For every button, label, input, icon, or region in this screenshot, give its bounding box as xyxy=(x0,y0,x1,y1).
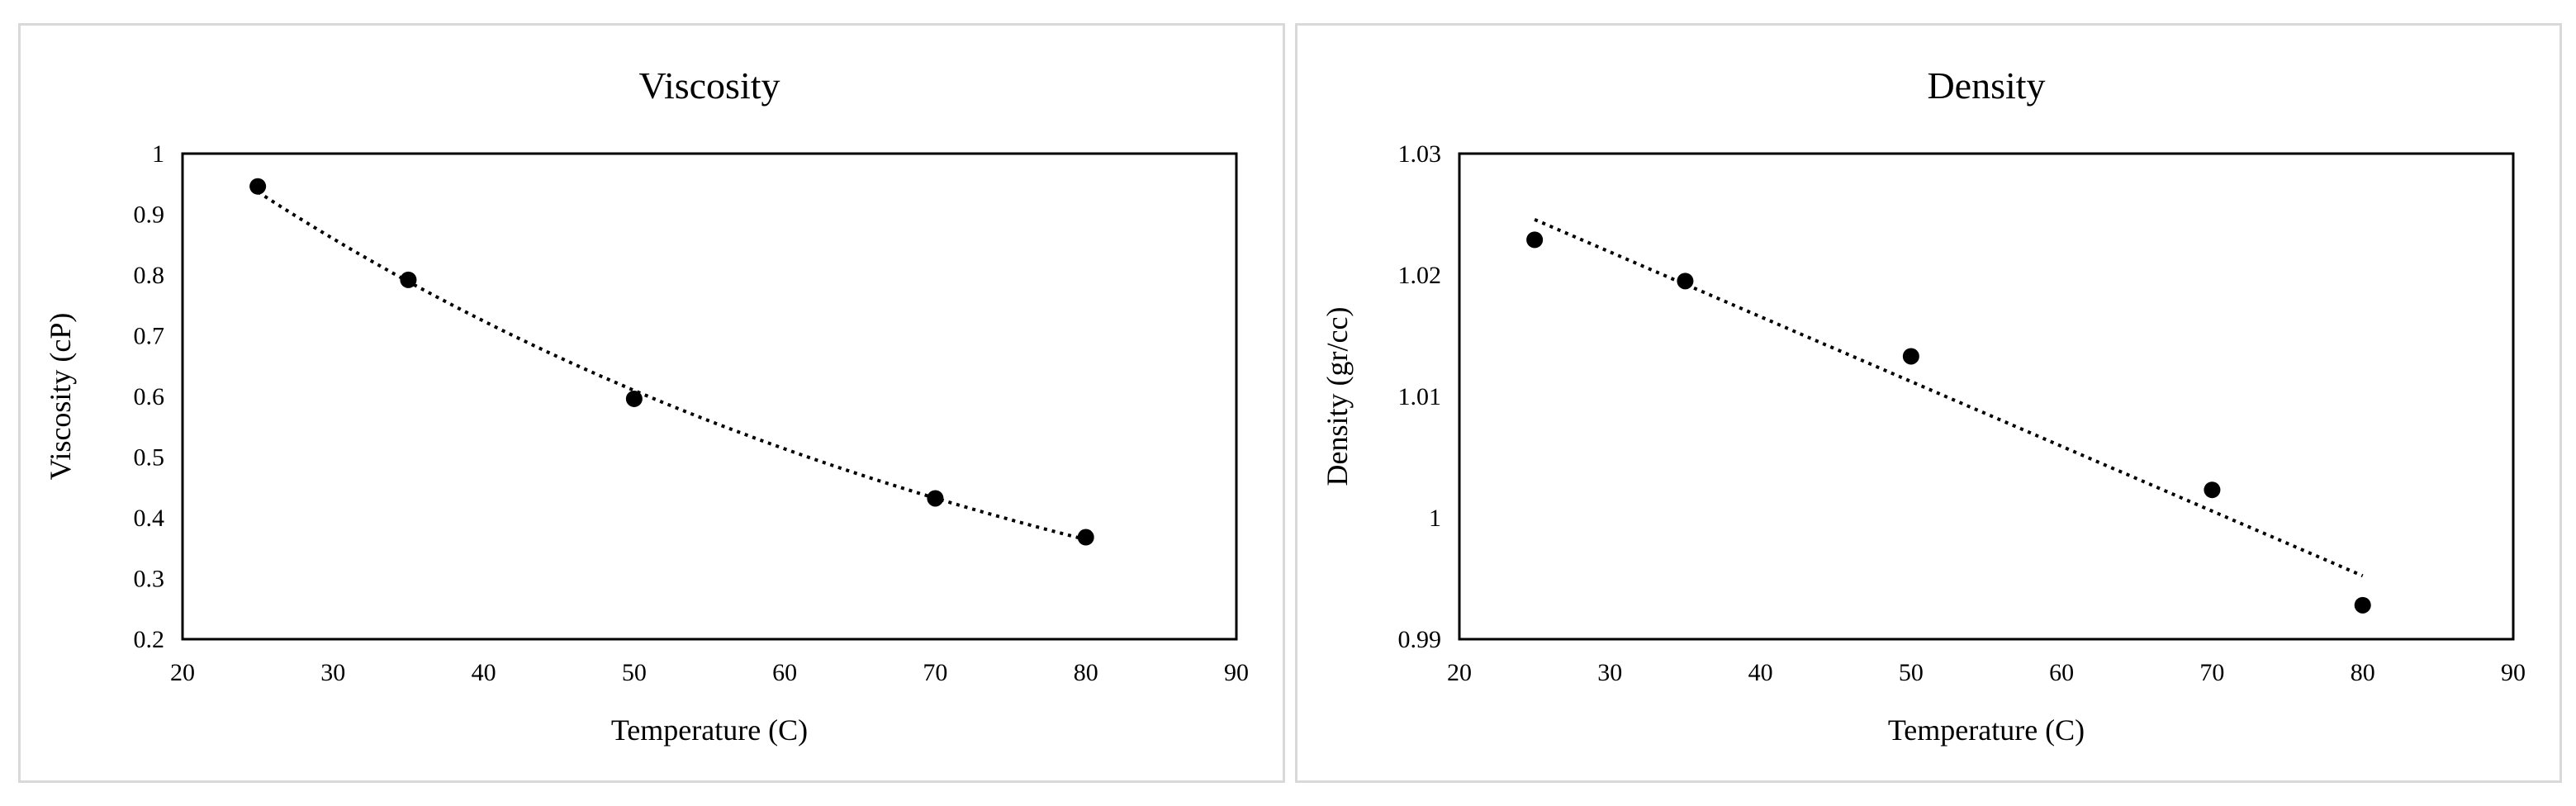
chart-0-x-tick-label: 50 xyxy=(622,659,647,686)
chart-0-x-tick-label: 60 xyxy=(772,659,797,686)
chart-0-y-tick-label: 1 xyxy=(152,140,164,168)
chart-1-data-point xyxy=(2354,596,2371,614)
chart-0-y-tick-label: 0.8 xyxy=(134,262,165,289)
chart-0-trendline xyxy=(257,190,1087,542)
chart-0-data-point xyxy=(1077,529,1094,546)
density-chart: Density 20 30 40 50 60 70 80 90 0.99 1 1.01 1.02 1.03… xyxy=(1321,64,2526,747)
chart-0-y-tick-label: 0.3 xyxy=(134,566,165,593)
chart-0-y-tick-label: 0.4 xyxy=(134,505,165,532)
chart-0-x-tick-label: 20 xyxy=(170,659,195,686)
chart-0-data-point xyxy=(625,390,643,407)
chart-1-y-tick-label: 1.02 xyxy=(1398,262,1442,289)
chart-1-trendline xyxy=(1534,218,2364,578)
chart-1-x-tick-label: 70 xyxy=(2199,659,2224,686)
chart-1-plot-area xyxy=(1458,152,2515,641)
chart-0-y-tick-label: 0.2 xyxy=(134,626,165,653)
chart-0-title: Viscosity xyxy=(638,64,780,107)
chart-1-x-tick-label: 30 xyxy=(1597,659,1622,686)
chart-0-y-tick-label: 0.9 xyxy=(134,202,165,229)
chart-0-y-tick-label: 0.7 xyxy=(134,323,165,350)
chart-0-x-tick-label: 40 xyxy=(472,659,496,686)
chart-0-y-tick-label: 0.6 xyxy=(134,383,165,410)
chart-1-y-tick-label: 1 xyxy=(1429,505,1441,532)
chart-0-data-point xyxy=(249,178,267,195)
chart-0-data-point xyxy=(400,271,417,288)
chart-1-x-axis-label: Temperature (C) xyxy=(1888,714,2085,747)
viscosity-chart-panel: Viscosity 20 30 40 50 60 70 80 90 0.2 0.3 0.4 0.5 0.6… xyxy=(18,23,1285,783)
chart-0-y-tick-label: 0.5 xyxy=(134,444,165,472)
chart-1-y-axis-label: Density (gr/cc) xyxy=(1321,307,1354,486)
viscosity-chart: Viscosity 20 30 40 50 60 70 80 90 0.2 0.3 0.4 0.5 0.6… xyxy=(44,64,1249,747)
chart-1-title: Density xyxy=(1927,64,2045,107)
chart-1-x-tick-label: 60 xyxy=(2049,659,2074,686)
chart-1-x-tick-label: 50 xyxy=(1899,659,1924,686)
chart-1-data-point xyxy=(2204,481,2221,499)
chart-0-x-tick-label: 80 xyxy=(1074,659,1098,686)
chart-1-x-tick-label: 90 xyxy=(2501,659,2526,686)
chart-1-y-tick-label: 1.01 xyxy=(1398,383,1442,410)
chart-1-data-point xyxy=(1677,273,1694,290)
chart-1-data-point xyxy=(1526,231,1544,249)
chart-1-x-tick-label: 20 xyxy=(1447,659,1472,686)
chart-1-y-tick-label: 1.03 xyxy=(1398,140,1442,168)
chart-0-x-tick-label: 90 xyxy=(1224,659,1249,686)
chart-1-data-point xyxy=(1902,348,1919,365)
chart-0-x-tick-label: 30 xyxy=(320,659,345,686)
chart-1-x-tick-label: 40 xyxy=(1748,659,1773,686)
chart-0-data-point xyxy=(927,490,944,507)
chart-0-y-axis-label: Viscosity (cP) xyxy=(44,313,77,481)
chart-1-x-tick-label: 80 xyxy=(2351,659,2375,686)
chart-0-x-tick-label: 70 xyxy=(923,659,947,686)
chart-1-y-tick-label: 0.99 xyxy=(1398,626,1442,653)
chart-0-x-axis-label: Temperature (C) xyxy=(611,714,808,747)
chart-0-plot-area xyxy=(181,152,1238,641)
density-chart-panel: Density 20 30 40 50 60 70 80 90 0.99 1 1.01 1.02 1.03… xyxy=(1295,23,2562,783)
